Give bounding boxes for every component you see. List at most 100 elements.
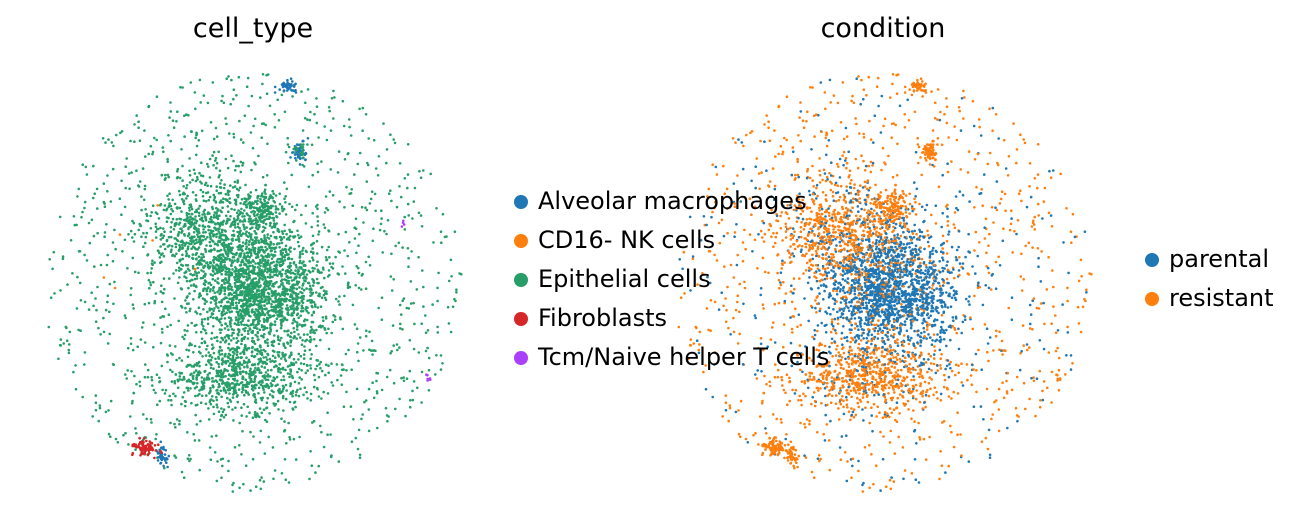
cell-type-point <box>161 146 165 149</box>
cell-type-point <box>127 443 130 446</box>
cell-type-point <box>284 383 288 387</box>
cell-type-point <box>49 296 53 300</box>
cell-type-point <box>311 300 314 304</box>
cell-type-point <box>266 353 270 357</box>
cell-type-point <box>243 310 246 313</box>
cell-type-point <box>262 122 266 125</box>
cell-type-point <box>234 406 237 410</box>
cell-type-point <box>317 464 321 468</box>
cell-type-point <box>190 240 194 243</box>
cell-type-point <box>236 195 240 199</box>
cell-type-point <box>266 205 270 208</box>
condition-point <box>799 421 802 425</box>
cell-type-point <box>68 343 71 346</box>
cell-type-point <box>342 368 345 371</box>
cell-type-point <box>286 341 289 344</box>
cell-type-point <box>195 131 198 135</box>
cell-type-point <box>239 352 242 355</box>
cell-type-point <box>51 267 54 271</box>
cell-type-point <box>277 119 281 122</box>
cell-type-point <box>171 119 175 122</box>
cell-type-point <box>285 238 289 241</box>
cell-type-point <box>421 269 424 272</box>
cell-type-point <box>226 286 230 290</box>
condition-point <box>1052 285 1055 289</box>
cell-type-point <box>247 289 251 292</box>
cell-type-point <box>372 227 375 230</box>
cell-type-point <box>259 371 263 375</box>
cell-type-point <box>221 362 224 366</box>
cell-type-point <box>163 230 166 233</box>
cell-type-point <box>212 325 215 328</box>
cell-type-point <box>272 192 276 196</box>
cell-type-point <box>289 77 293 80</box>
cell-type-point <box>266 142 269 146</box>
cell-type-point <box>277 408 280 411</box>
cell-type-point <box>220 272 223 276</box>
cell-type-point <box>405 306 409 310</box>
cell-type-point <box>388 368 392 372</box>
cell-type-point <box>424 331 428 335</box>
cell-type-point <box>375 390 379 393</box>
cell-type-point <box>85 259 89 262</box>
cell-type-point <box>220 349 223 352</box>
cell-type-point <box>186 219 189 222</box>
cell-type-point <box>402 379 406 383</box>
cell-type-point <box>418 169 421 173</box>
cell-type-point <box>288 436 291 439</box>
cell-type-point <box>223 287 227 291</box>
cell-type-point <box>211 81 215 84</box>
cell-type-point <box>299 143 303 146</box>
cell-type-point <box>215 434 218 438</box>
cell-type-point <box>413 186 417 190</box>
cell-type-point <box>77 187 81 191</box>
cell-type-point <box>260 398 264 402</box>
cell-type-point <box>204 199 208 203</box>
cell-type-point <box>287 313 290 317</box>
cell-type-point <box>260 201 264 205</box>
cell-type-point <box>337 300 340 303</box>
cell-type-point <box>234 371 237 374</box>
cell-type-point <box>258 216 261 219</box>
cell-type-point <box>289 339 293 342</box>
cell-type-point <box>207 267 211 270</box>
condition-point <box>1039 302 1043 305</box>
condition-point <box>1050 322 1053 326</box>
cell-type-point <box>182 375 186 379</box>
cell-type-point <box>292 283 296 286</box>
cell-type-point <box>227 346 230 350</box>
cell-type-point <box>246 337 250 340</box>
cell-type-point <box>310 313 314 317</box>
cell-type-point <box>143 129 146 132</box>
cell-type-point <box>209 353 212 357</box>
cell-type-point <box>75 307 79 310</box>
condition-point <box>1066 299 1069 303</box>
cell-type-point <box>153 136 156 140</box>
cell-type-point <box>144 208 147 211</box>
cell-type-point <box>288 298 291 302</box>
cell-type-point <box>269 246 272 250</box>
cell-type-point <box>224 296 227 299</box>
cell-type-point <box>217 410 221 414</box>
cell-type-point <box>145 417 148 421</box>
cell-type-point <box>300 287 304 290</box>
cell-type-point <box>252 281 255 284</box>
cell-type-point <box>253 313 256 317</box>
cell-type-point <box>275 375 279 379</box>
cell-type-point <box>264 385 268 389</box>
cell-type-point <box>262 273 265 277</box>
cell-type-point <box>289 382 293 386</box>
cell-type-point <box>280 378 283 382</box>
cell-type-point <box>280 357 283 360</box>
cell-type-point <box>290 331 293 335</box>
cell-type-point <box>247 393 250 396</box>
cell-type-point <box>181 395 184 399</box>
cell-type-point <box>310 143 314 147</box>
cell-type-point <box>212 216 216 219</box>
cell-type-point <box>231 246 234 250</box>
cell-type-point <box>209 184 213 188</box>
cell-type-point <box>257 366 260 370</box>
cell-type-point <box>257 246 261 250</box>
cell-type-point <box>308 118 312 122</box>
cell-type-point <box>222 308 225 311</box>
